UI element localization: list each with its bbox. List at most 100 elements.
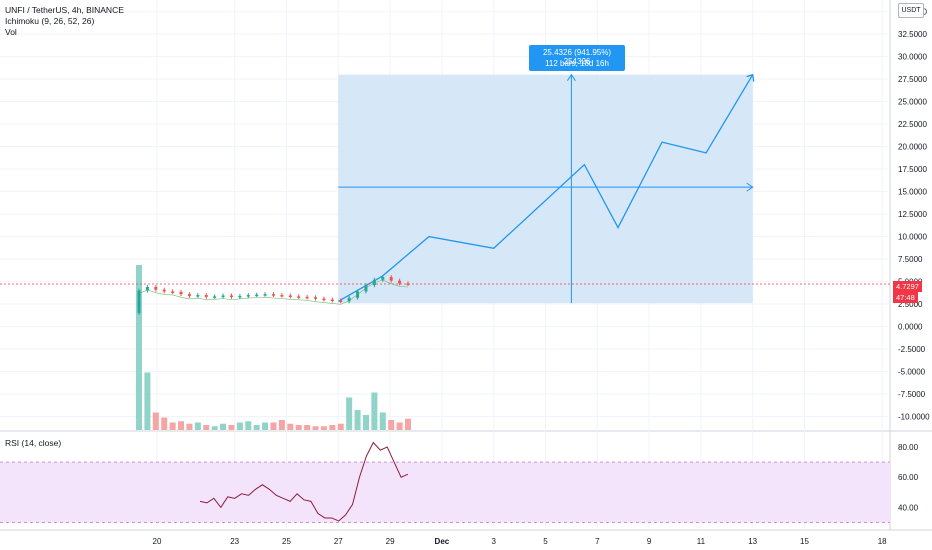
candle-body xyxy=(204,295,208,297)
rsi-tick-label: 60.00 xyxy=(898,473,919,482)
candle-body xyxy=(154,286,158,290)
y-tick-label: -7.5000 xyxy=(898,390,926,399)
countdown-tag: 47:48 xyxy=(893,292,918,303)
y-tick-label: 7.5000 xyxy=(898,255,923,264)
volume-bar xyxy=(245,421,252,430)
currency-button[interactable]: USDT xyxy=(898,3,924,18)
y-tick-label: 30.0000 xyxy=(898,53,927,62)
volume-bar xyxy=(220,423,227,430)
volume-bar xyxy=(337,423,344,430)
volume-bar xyxy=(304,425,311,430)
volume-bar xyxy=(371,392,378,430)
volume-bar xyxy=(354,410,361,430)
x-tick-label: 29 xyxy=(386,537,395,546)
projection-overlay xyxy=(0,73,890,304)
volume-bar xyxy=(178,421,185,430)
volume-bar xyxy=(270,422,277,430)
candle-body xyxy=(246,295,250,297)
volume-bar xyxy=(346,397,353,430)
x-tick-label: 15 xyxy=(800,537,809,546)
volume-bar xyxy=(194,422,201,430)
candle-body xyxy=(381,277,385,280)
candle-body xyxy=(347,297,351,302)
measure-arrow-up xyxy=(566,73,576,81)
x-tick-label: 25 xyxy=(282,537,291,546)
y-tick-label: 22.5000 xyxy=(898,120,927,129)
y-tick-label: 0.0000 xyxy=(898,323,923,332)
indicator-ichimoku[interactable]: Ichimoku (9, 26, 52, 26) xyxy=(5,16,95,26)
volume-bar xyxy=(278,420,285,430)
y-tick-label: 2.5000 xyxy=(898,300,923,309)
projection-path xyxy=(337,74,754,302)
measure-line-1: 25.4326 (941.95%) 254326 xyxy=(542,48,612,66)
volume-bar xyxy=(405,418,411,430)
candle-body xyxy=(255,294,259,297)
last-price-tag: 4.7297 xyxy=(893,281,922,292)
candle-body xyxy=(213,296,217,298)
volume-bar xyxy=(186,423,193,430)
measure-line-2: 112 bars, 18d 16h xyxy=(545,59,609,68)
x-tick-label: 27 xyxy=(334,537,343,546)
candle-body xyxy=(339,300,343,302)
candle-body xyxy=(229,295,233,298)
candle-body xyxy=(137,290,141,314)
volume-bar xyxy=(312,426,319,430)
rsi-line xyxy=(199,441,409,522)
x-tick-label: 11 xyxy=(697,537,706,546)
price-candles xyxy=(137,275,410,316)
candle-body xyxy=(280,295,284,297)
y-tick-label: -2.5000 xyxy=(898,345,926,354)
x-tick-label: 5 xyxy=(543,537,548,546)
volume-bars xyxy=(136,265,411,430)
rsi-tick-label: 80.00 xyxy=(898,443,919,452)
volume-bar xyxy=(161,417,168,430)
volume-bar xyxy=(136,265,142,430)
rsi-tick-label: 40.00 xyxy=(898,503,919,512)
volume-bar xyxy=(329,425,336,430)
volume-bar xyxy=(169,422,176,430)
y-tick-label: 15.0000 xyxy=(898,188,927,197)
x-tick-label: 18 xyxy=(878,537,887,546)
candle-body xyxy=(171,291,175,293)
candle-body xyxy=(305,296,309,299)
measure-arrow-right xyxy=(746,182,754,192)
candle-body xyxy=(221,295,225,298)
volume-bar xyxy=(144,372,151,430)
projection-arrowhead xyxy=(746,73,755,82)
volume-bar xyxy=(152,412,159,430)
ichimoku-line xyxy=(138,279,409,305)
volume-bar xyxy=(211,426,218,430)
projection-measure-label: 25.4326 (941.95%) 254326 112 bars, 18d 1… xyxy=(529,45,625,71)
y-tick-label: 25.0000 xyxy=(898,98,927,107)
rsi-label[interactable]: RSI (14, close) xyxy=(5,438,62,448)
volume-bar xyxy=(379,412,386,430)
y-tick-label: 32.5000 xyxy=(898,30,927,39)
candle-body xyxy=(288,295,292,298)
candle-body xyxy=(272,294,275,296)
x-tick-label: 23 xyxy=(230,537,239,546)
y-tick-label: 27.5000 xyxy=(898,75,927,84)
y-tick-label: -5.0000 xyxy=(898,368,926,377)
volume-bar xyxy=(203,425,210,430)
rsi-band xyxy=(0,462,890,523)
y-tick-label: 12.5000 xyxy=(898,210,927,219)
x-tick-label: 13 xyxy=(748,537,757,546)
candle-body xyxy=(162,289,166,292)
indicator-vol[interactable]: Vol xyxy=(5,27,17,37)
volume-bar xyxy=(253,425,260,430)
candle-body xyxy=(389,277,393,281)
candle-body xyxy=(314,297,318,299)
candle-body xyxy=(406,283,410,285)
x-tick-label: 9 xyxy=(647,537,652,546)
volume-bar xyxy=(262,422,269,430)
x-tick-label: Dec xyxy=(435,537,450,546)
volume-bar xyxy=(320,426,327,430)
candle-body xyxy=(297,296,301,298)
y-tick-label: -10.0000 xyxy=(898,413,930,422)
candle-body xyxy=(238,295,242,298)
candle-body xyxy=(196,295,200,297)
candle-body xyxy=(398,280,402,284)
volume-bar xyxy=(236,422,243,430)
candle-body xyxy=(322,298,326,301)
